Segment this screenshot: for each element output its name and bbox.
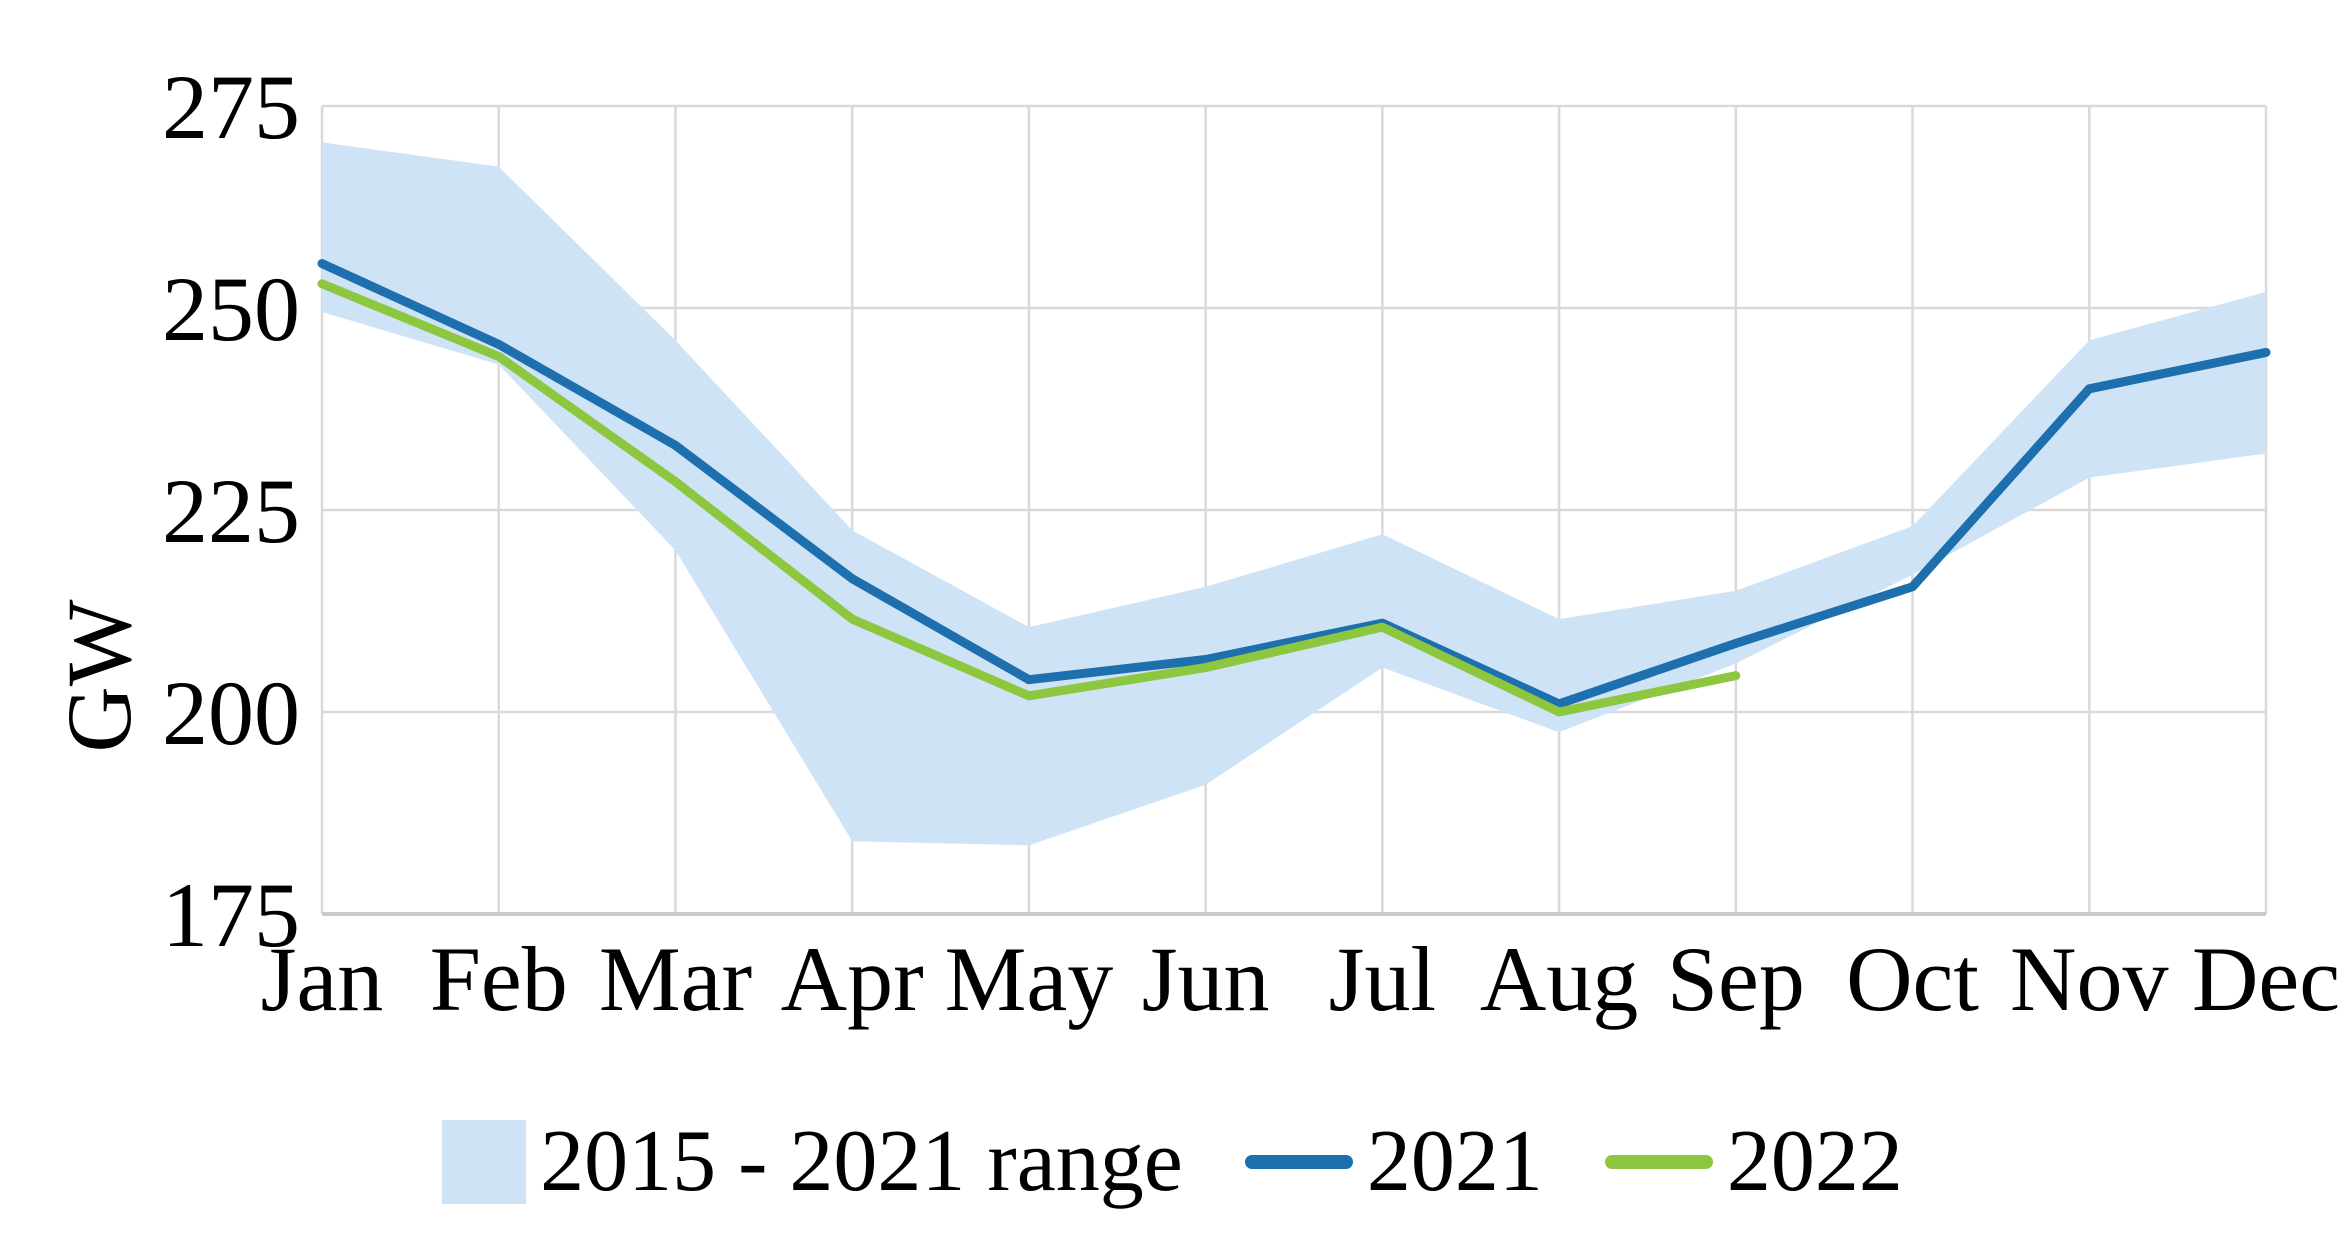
x-tick-label: Aug (1480, 928, 1638, 1030)
y-tick-label: 175 (162, 864, 300, 966)
x-tick-label: Jun (1142, 928, 1270, 1030)
x-tick-label: Feb (430, 928, 568, 1030)
x-tick-label: Dec (2192, 928, 2340, 1030)
line-2022 (317, 279, 1741, 717)
y-tick-label: 200 (162, 662, 300, 764)
range-band (322, 142, 2266, 846)
x-tick-label: Sep (1667, 928, 1805, 1030)
x-tick-label: May (945, 928, 1114, 1030)
x-tick-label: Mar (599, 928, 752, 1030)
y-axis-title: GW (48, 599, 150, 752)
y-tick-label: 275 (162, 56, 300, 158)
x-tick-label: Nov (2010, 928, 2168, 1030)
x-tick-label: Jan (261, 928, 384, 1030)
line-2021 (317, 259, 2271, 709)
y-tick-label: 250 (162, 258, 300, 360)
x-tick-label: Apr (781, 928, 924, 1030)
x-tick-label: Oct (1846, 928, 1979, 1030)
x-tick-label: Jul (1329, 928, 1436, 1030)
y-tick-label: 225 (162, 460, 300, 562)
